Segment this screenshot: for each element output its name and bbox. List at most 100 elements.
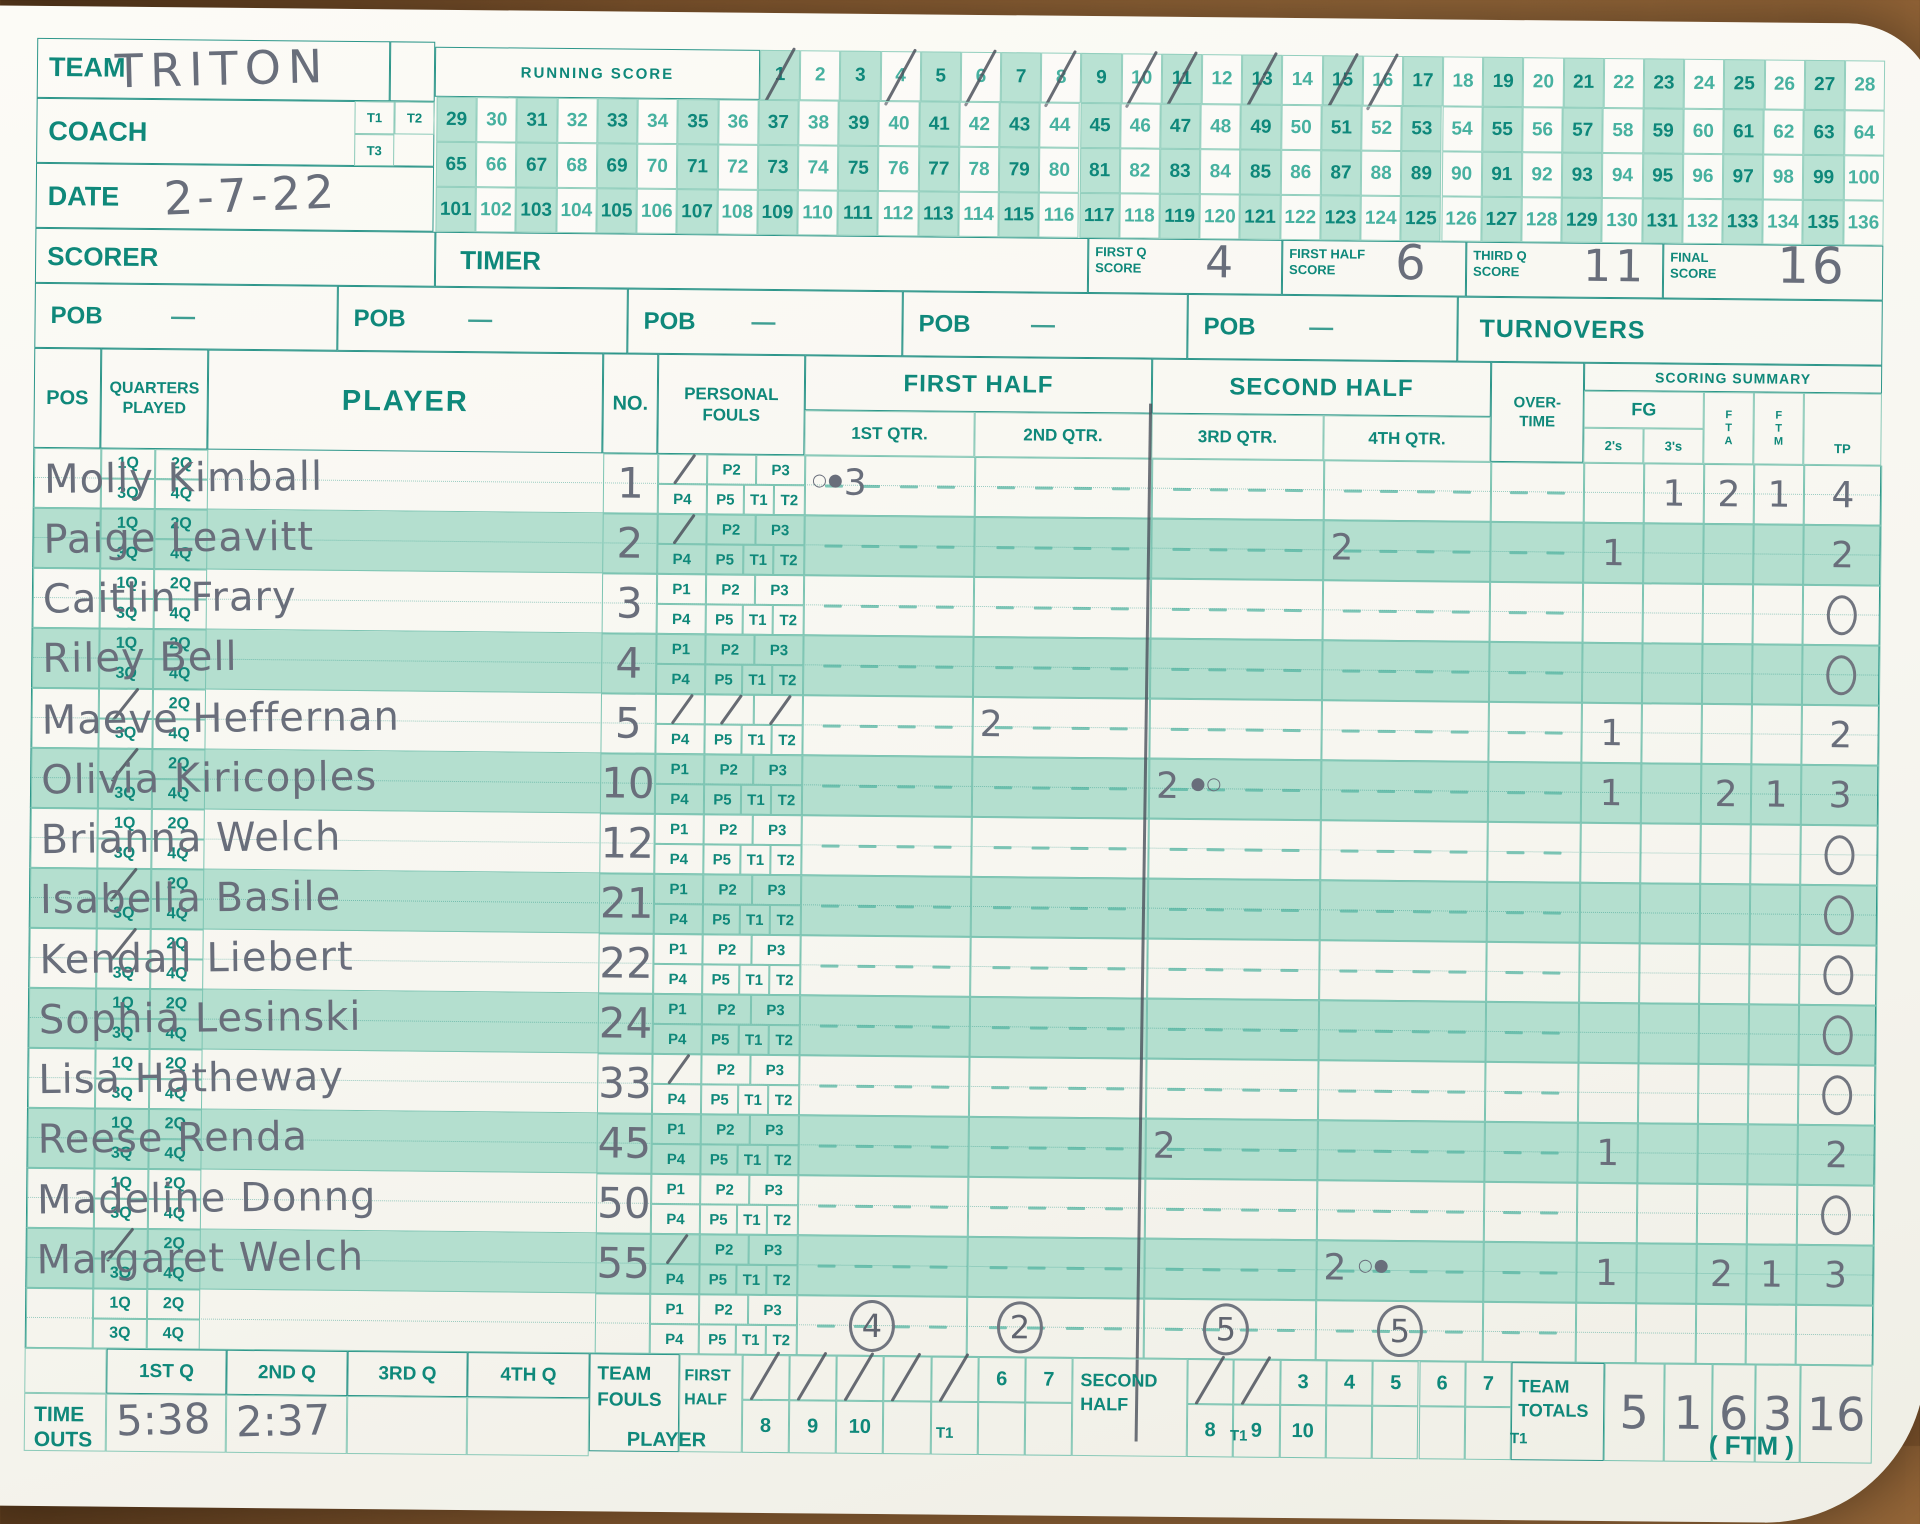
summary-s2-cell (1580, 822, 1641, 884)
printed-dash-row (974, 638, 1150, 698)
summary-s2-cell: 1 (1576, 1242, 1637, 1304)
printed-dash (1110, 726, 1129, 730)
bottom-t1-label-2: T1 (1229, 1427, 1248, 1445)
summary-fta-cell: 2 (1696, 1243, 1747, 1305)
printed-dash (1342, 608, 1361, 613)
running-score-cell: 31 (516, 97, 558, 143)
quarter-score-cell (800, 875, 972, 937)
printed-dash-row (805, 516, 974, 576)
printed-dash (1446, 1209, 1465, 1214)
quarter-score-cell: 2 ●○ (1148, 758, 1322, 821)
printed-dash-row (971, 998, 1147, 1058)
printed-dash (819, 1023, 839, 1028)
personal-foul-cell: P2 (699, 1234, 749, 1265)
player-name-value: Brianna Welch (40, 813, 342, 864)
personal-foul-cell: T2 (771, 664, 804, 696)
quarter-played-cell: 1Q (92, 1288, 148, 1320)
printed-dash (1379, 549, 1398, 553)
running-score-cell: 29 (436, 96, 477, 143)
running-score-cell: 5 (920, 51, 962, 102)
running-score-cell: 2 (799, 50, 841, 101)
printed-dash-row (802, 876, 971, 936)
player-number-cell: 45 (596, 1113, 652, 1174)
printed-dash (1164, 1327, 1183, 1331)
printed-dash (1377, 789, 1396, 793)
pencil-slash-mark (749, 1351, 781, 1401)
running-score-cell: 132 (1682, 198, 1723, 245)
printed-dash (1278, 1208, 1297, 1212)
circled-quarter-total: 5 (1376, 1304, 1424, 1358)
quarter-score-cell: 5 (1143, 1298, 1317, 1361)
printed-dash (1028, 1145, 1047, 1150)
handwritten-zero-oval (1820, 1195, 1852, 1236)
quarter-score-cell (1322, 580, 1491, 642)
summary-ftm-cell (1751, 704, 1802, 765)
printed-dash-row (1488, 823, 1580, 882)
printed-dash (818, 1203, 837, 1208)
pencil-slash-mark (1164, 51, 1198, 109)
running-score-cell: 10 (1121, 50, 1162, 109)
running-score-cell: 97 (1722, 154, 1764, 200)
printed-dash-row (1318, 1121, 1484, 1181)
printed-dash-row (1320, 941, 1486, 1001)
personal-foul-cell: P2 (701, 994, 752, 1025)
quarter-score-cell (1151, 518, 1324, 581)
printed-dash (935, 605, 954, 609)
first-q-score-label: FIRST Q SCORE (1095, 244, 1147, 276)
personal-foul-cell: T2 (773, 545, 805, 576)
summary-fta-cell (1700, 823, 1751, 885)
pencil-slash-mark (1044, 49, 1078, 108)
printed-dash (1538, 1330, 1557, 1335)
printed-dash (1448, 1030, 1467, 1034)
timeout-box-t1: T1 (354, 100, 395, 135)
player-number-value: 3 (615, 578, 643, 628)
running-score-cell: 56 (1522, 107, 1563, 153)
printed-dash-row (803, 696, 972, 756)
printed-dash (1204, 1087, 1223, 1091)
printed-dash (932, 965, 951, 969)
running-score-cell: 25 (1723, 59, 1765, 110)
running-score-cell: 73 (757, 144, 799, 191)
running-score-cell: 4 (880, 48, 921, 107)
running-score-cell: 98 (1763, 154, 1804, 200)
printed-dash-row (968, 1238, 1144, 1298)
running-score-cell: 9 (1081, 52, 1122, 104)
personal-foul-cell (655, 693, 705, 725)
printed-dash (1337, 1148, 1356, 1153)
team-foul-extra-cell (883, 1401, 931, 1455)
printed-dash (1502, 1270, 1521, 1274)
pob-dash: — (1030, 311, 1056, 339)
running-score-cell: 107 (676, 189, 718, 235)
printed-dash (1379, 609, 1398, 613)
running-score-cell: 64 (1843, 110, 1885, 156)
personal-foul-cell: P5 (701, 1024, 739, 1055)
player-number-cell: 24 (597, 993, 654, 1054)
handwritten-zero-oval (1823, 895, 1855, 936)
printed-dash-row (802, 816, 971, 876)
printed-dash (1504, 1090, 1523, 1094)
quarter-score-cell (970, 936, 1148, 999)
personal-foul-cell (704, 694, 754, 726)
personal-foul-cell: T1 (741, 664, 773, 695)
printed-dash (1206, 907, 1225, 911)
printed-dash-row (1151, 640, 1322, 700)
printed-dash (1341, 728, 1360, 733)
printed-dash (1409, 1209, 1428, 1213)
printed-dash (1110, 666, 1129, 670)
printed-dash (817, 1323, 836, 1328)
team-foul-number-cell: 7 (1464, 1361, 1512, 1408)
team-foul-extra-cell (1325, 1405, 1373, 1459)
quarter-score-cell: 2 (972, 696, 1150, 759)
running-score-cell: 27 (1804, 59, 1845, 111)
player-name-value: Isabella Basile (39, 873, 342, 924)
running-score-cell: 37 (758, 99, 799, 146)
printed-dash (1168, 907, 1187, 911)
quarter-score-cell: 2 (1323, 520, 1491, 582)
printed-dash (1411, 1029, 1430, 1033)
printed-dash (1336, 1208, 1355, 1213)
handwritten-zero-oval (1826, 655, 1857, 696)
running-score-cell: 60 (1683, 108, 1724, 155)
printed-dash (1035, 486, 1054, 490)
printed-dash (1210, 487, 1229, 491)
overtime-cell (1490, 521, 1584, 583)
